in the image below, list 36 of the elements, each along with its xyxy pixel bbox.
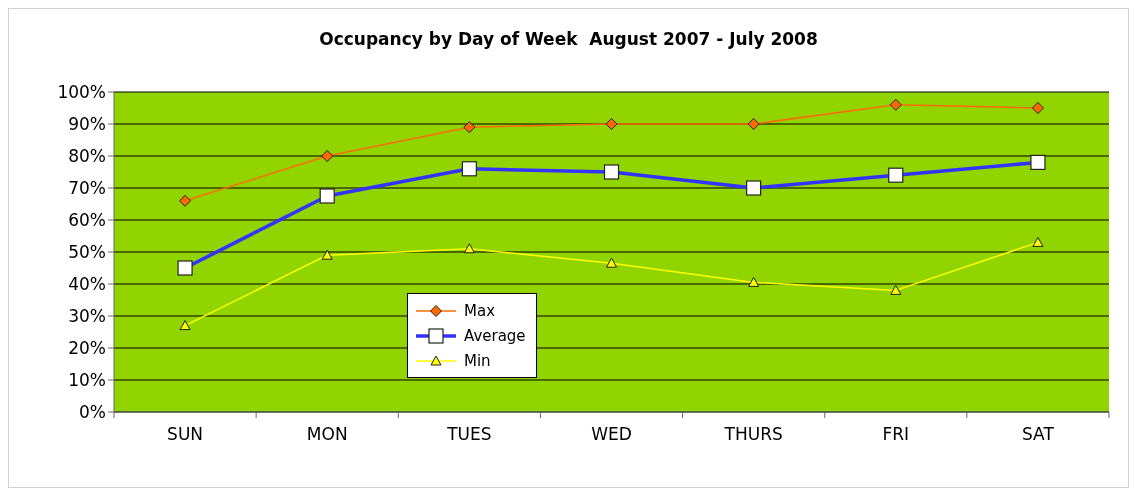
x-tick-label: WED	[591, 424, 632, 444]
y-tick-label: 60%	[68, 210, 106, 231]
point	[463, 243, 475, 254]
point	[605, 118, 618, 130]
y-tick-label: 0%	[79, 402, 106, 423]
point	[321, 150, 334, 162]
legend-label: Max	[464, 301, 496, 320]
point	[748, 276, 760, 287]
point	[179, 320, 191, 331]
x-tick-label: THURS	[723, 424, 783, 444]
point	[889, 98, 902, 111]
y-tick-label: 100%	[57, 82, 106, 103]
x-tick-label: SAT	[1022, 424, 1055, 444]
x-tick-label: FRI	[882, 424, 910, 444]
x-tick-label: TUES	[446, 424, 492, 444]
legend-label: Min	[464, 351, 491, 370]
point	[747, 118, 760, 130]
y-tick-label: 40%	[68, 274, 106, 295]
point	[179, 194, 192, 207]
y-tick-label: 80%	[68, 146, 106, 167]
x-tick-label: MON	[306, 424, 348, 444]
y-tick-label: 30%	[68, 306, 106, 327]
point	[463, 121, 476, 134]
x-tick-label: SUN	[167, 424, 204, 444]
point	[1032, 236, 1044, 247]
legend-label: Average	[464, 326, 526, 345]
y-tick-label: 20%	[68, 338, 106, 359]
point	[1031, 102, 1044, 114]
y-tick-label: 10%	[68, 370, 106, 391]
y-tick-label: 90%	[68, 114, 106, 135]
y-tick-label: 70%	[68, 178, 106, 199]
point	[606, 257, 617, 268]
point	[890, 284, 902, 295]
chart-title: Occupancy by Day of Week August 2007 - July 2008	[318, 29, 819, 49]
point	[321, 249, 333, 260]
y-tick-label: 50%	[68, 242, 106, 263]
